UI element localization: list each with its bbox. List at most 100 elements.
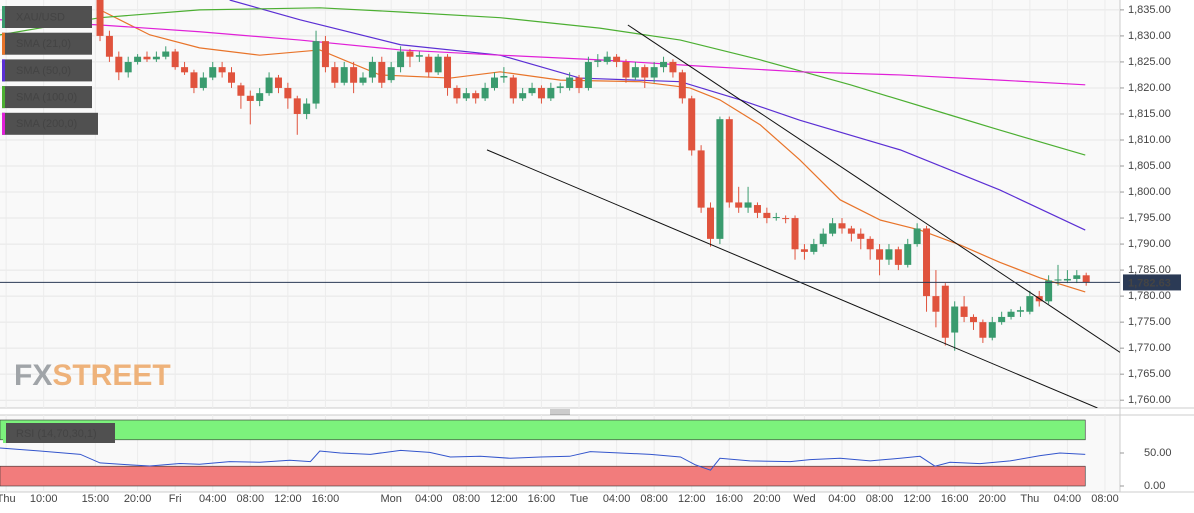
- rsi-overbought-band: [0, 419, 1086, 441]
- last-price-label: 1,782.63: [1128, 277, 1171, 289]
- y-tick-label: 1,795.00: [1128, 212, 1171, 224]
- y-tick-label: 1,790.00: [1128, 238, 1171, 250]
- candle-body: [425, 56, 433, 73]
- legend-swatch: [2, 59, 5, 82]
- legend-item: SMA (200,0): [2, 112, 98, 135]
- candle-body: [96, 0, 104, 36]
- candle-body: [998, 316, 1006, 323]
- candle-body: [519, 93, 527, 99]
- legend-swatch: [2, 32, 5, 55]
- candle-body: [274, 77, 282, 88]
- candle-body: [725, 119, 733, 203]
- candle-body: [124, 61, 132, 73]
- y-tick-label: 1,785.00: [1128, 264, 1171, 276]
- candle-body: [688, 98, 696, 151]
- candle-body: [613, 56, 621, 62]
- y-tick-label: 1,770.00: [1128, 342, 1171, 354]
- x-tick-label: 20:00: [753, 493, 781, 505]
- x-tick-label: 15:00: [82, 493, 110, 505]
- rsi-oversold-band: [0, 465, 1086, 487]
- candle-body: [368, 61, 376, 78]
- candle-body: [350, 67, 358, 83]
- watermark: FXSTREET: [14, 359, 171, 392]
- sma-line: [0, 7, 1086, 156]
- candle-body: [500, 75, 508, 78]
- sma-line: [0, 19, 1086, 86]
- candle-body: [678, 72, 686, 99]
- candle-body: [209, 67, 217, 78]
- x-tick-label: 16:00: [312, 493, 340, 505]
- candle-body: [312, 41, 320, 104]
- price-plot: [0, 0, 1120, 408]
- y-tick-label: 1,835.00: [1128, 4, 1171, 16]
- x-tick-label: 04:00: [828, 493, 856, 505]
- candle-body: [716, 119, 724, 239]
- candle-body: [481, 87, 489, 99]
- candle-body: [669, 61, 677, 73]
- x-tick-label: 08:00: [1091, 493, 1119, 505]
- candle-body: [697, 150, 705, 208]
- x-tick-label: 12:00: [274, 493, 302, 505]
- legend-item: SMA (50,0): [2, 59, 92, 82]
- x-tick-label: 12:00: [903, 493, 931, 505]
- candle-body: [181, 67, 189, 73]
- x-tick-label: 16:00: [941, 493, 969, 505]
- y-tick-label: 1,825.00: [1128, 56, 1171, 68]
- x-tick-label: 20:00: [124, 493, 152, 505]
- legend-swatch: [2, 6, 5, 28]
- legend-swatch: [2, 112, 5, 135]
- candle-body: [763, 212, 771, 219]
- x-tick-label: 04:00: [1054, 493, 1082, 505]
- rsi-line: [0, 447, 1086, 471]
- x-tick-label: Tue: [570, 493, 589, 505]
- candle-body: [134, 56, 142, 62]
- legend-swatch: [2, 86, 5, 109]
- x-tick-label: 10:00: [30, 493, 58, 505]
- y-tick-label: 1,830.00: [1128, 30, 1171, 42]
- x-tick-label: Thu: [1020, 493, 1039, 505]
- candle-body: [829, 223, 837, 234]
- rsi-label-box: [3, 423, 115, 443]
- candle-body: [1073, 275, 1081, 279]
- y-tick-label: 1,775.00: [1128, 316, 1171, 328]
- legend-label: SMA (21,0): [16, 38, 71, 50]
- divider-handle[interactable]: [550, 409, 570, 415]
- candle-body: [979, 322, 987, 338]
- x-tick-label: 04:00: [415, 493, 443, 505]
- candle-body: [800, 249, 808, 252]
- trendline: [486, 149, 1098, 408]
- candle-body: [1063, 278, 1071, 281]
- y-tick-label: 1,780.00: [1128, 290, 1171, 302]
- last-price-box: [1123, 274, 1181, 291]
- candle-body: [509, 77, 517, 99]
- x-tick-label: 04:00: [603, 493, 631, 505]
- candle-body: [631, 67, 639, 78]
- candle-body: [453, 87, 461, 99]
- candle-body: [556, 86, 564, 88]
- candle-body: [228, 72, 236, 83]
- candle-body: [293, 98, 301, 114]
- legend-item: SMA (100,0): [2, 86, 92, 109]
- candle-body: [199, 77, 207, 88]
- candle-body: [152, 56, 160, 60]
- candle-body: [566, 77, 574, 88]
- candle-body: [547, 87, 555, 99]
- legend-box: [2, 32, 92, 55]
- candle-body: [256, 93, 264, 101]
- watermark-part: STREET: [52, 359, 170, 392]
- x-tick-label: Thu: [0, 493, 16, 505]
- y-tick-label: 1,760.00: [1128, 394, 1171, 406]
- candle-body: [1026, 296, 1034, 312]
- candle-body: [857, 233, 865, 239]
- candle-body: [932, 296, 940, 312]
- candle-body: [462, 93, 470, 99]
- candle-body: [960, 306, 968, 317]
- candle-body: [988, 322, 996, 338]
- x-tick-label: 16:00: [528, 493, 556, 505]
- candle-body: [584, 61, 592, 88]
- x-tick-label: 04:00: [199, 493, 227, 505]
- candle-body: [331, 67, 339, 83]
- candle-body: [415, 55, 423, 57]
- legend-label: SMA (200,0): [16, 118, 77, 130]
